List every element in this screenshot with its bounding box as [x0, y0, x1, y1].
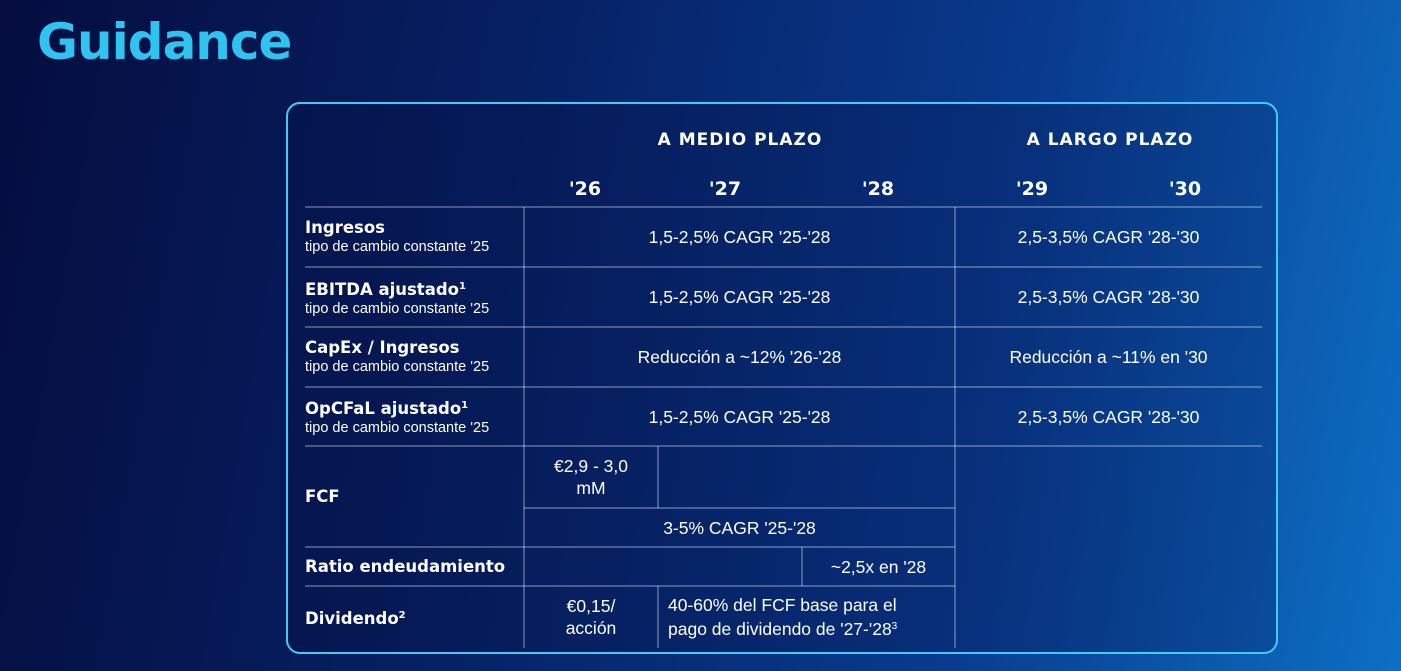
ingresos-medium: 1,5-2,5% CAGR '25-'28: [648, 227, 831, 247]
opcfal-long: 2,5-3,5% CAGR '28-'30: [1017, 406, 1200, 427]
row-label-fcf: FCF: [305, 446, 520, 547]
row-subtitle: tipo de cambio constante '25: [305, 300, 490, 317]
row-label-opcfal: OpCFaL ajustado1 tipo de cambio constant…: [305, 387, 520, 446]
row-title: CapEx / Ingresos: [305, 338, 460, 357]
ebitda-medium: 1,5-2,5% CAGR '25-'28: [648, 287, 831, 307]
row-title-text: Dividendo: [305, 608, 399, 628]
row-title: EBITDA ajustado1: [305, 277, 520, 300]
dividendo-policy-line1: 40-60% del FCF base para el: [668, 595, 897, 615]
year-26: '26: [568, 178, 602, 200]
row-subtitle: tipo de cambio constante '25: [305, 239, 490, 255]
ebitda-long: 2,5-3,5% CAGR '28-'30: [1017, 287, 1200, 307]
dividendo-26-value: €0,15/: [566, 596, 616, 616]
row-title: Ingresos: [305, 218, 386, 237]
ratio-28: ~2,5x en '28: [830, 556, 927, 577]
row-title: Ratio endeudamiento: [305, 556, 506, 576]
row-subtitle: tipo de cambio constante '25: [305, 420, 490, 436]
dividendo-26-unit: acción: [565, 618, 617, 638]
row-title-text: EBITDA ajustado: [305, 279, 459, 299]
fcf-26: €2,9 - 3,0 mM: [524, 446, 658, 508]
page-title: Guidance: [37, 13, 292, 71]
row-label-ratio: Ratio endeudamiento: [305, 547, 520, 586]
row-title-text: OpCFaL ajustado: [305, 399, 462, 418]
capex-long: Reducción a ~11% en '30: [1009, 347, 1208, 367]
footnote-ref: 3: [891, 621, 898, 632]
header-medium-term: A MEDIO PLAZO: [657, 130, 823, 150]
fcf-26-value: €2,9 - 3,0: [554, 456, 628, 476]
fcf-cagr: 3-5% CAGR '25-'28: [663, 517, 816, 538]
footnote-ref: 2: [398, 609, 406, 621]
guidance-panel: [286, 102, 1278, 654]
capex-medium: Reducción a ~12% '26-'28: [637, 347, 842, 367]
year-29: '29: [1015, 178, 1049, 200]
ingresos-long: 2,5-3,5% CAGR '28-'30: [1017, 227, 1200, 247]
footnote-ref: 1: [458, 280, 466, 292]
dividendo-policy-line2-wrap: pago de dividendo de '27-'283: [668, 616, 897, 640]
row-label-dividendo: Dividendo2: [305, 586, 520, 648]
row-title: OpCFaL ajustado1: [305, 396, 520, 419]
row-label-capex: CapEx / Ingresos tipo de cambio constant…: [305, 327, 520, 387]
year-30: '30: [1168, 178, 1202, 200]
header-long-term: A LARGO PLAZO: [1026, 130, 1194, 150]
row-title: FCF: [305, 486, 340, 506]
dividendo-26: €0,15/ acción: [524, 586, 658, 648]
opcfal-medium: 1,5-2,5% CAGR '25-'28: [648, 406, 831, 427]
year-28: '28: [861, 178, 895, 200]
year-27: '27: [708, 178, 742, 200]
row-subtitle: tipo de cambio constante '25: [305, 359, 490, 375]
dividendo-policy-line2: pago de dividendo de '27-'28: [668, 619, 892, 639]
fcf-26-unit: mM: [576, 478, 606, 498]
dividendo-policy: 40-60% del FCF base para el pago de divi…: [658, 586, 955, 648]
row-title: Dividendo2: [305, 606, 520, 629]
row-label-ingresos: Ingresos tipo de cambio constante '25: [305, 207, 520, 267]
footnote-ref: 1: [461, 400, 469, 411]
row-label-ebitda: EBITDA ajustado1 tipo de cambio constant…: [305, 267, 520, 327]
